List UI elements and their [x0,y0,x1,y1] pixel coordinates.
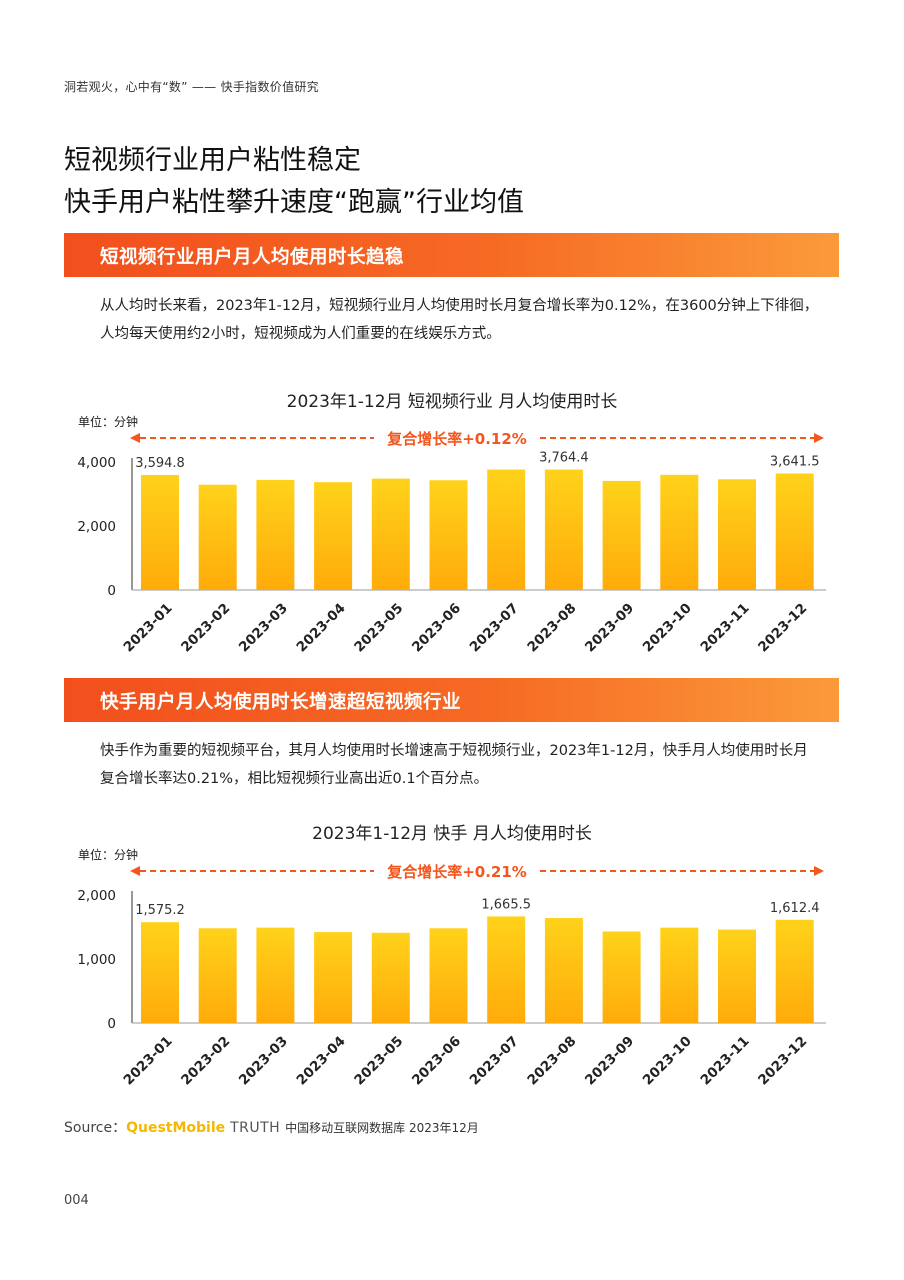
bar [429,928,468,1023]
section-heading-2: 快手用户月人均使用时长增速超短视频行业 [100,692,462,713]
x-tick-label: 2023-03 [236,1033,291,1088]
bar [718,929,756,1023]
bar [602,480,641,590]
bar-data-label: 3,641.5 [770,454,820,469]
x-tick-label: 2023-04 [294,600,349,655]
x-tick-label: 2023-05 [351,1033,406,1088]
x-tick-label: 2023-01 [120,600,175,655]
bar-data-label: 1,612.4 [770,901,820,916]
section-heading-bar-2: 快手用户月人均使用时长增速超短视频行业 [64,678,839,722]
x-tick-label: 2023-05 [351,600,406,655]
chart1-unit: 单位：分钟 [78,415,139,429]
y-tick-label: 0 [107,583,116,599]
x-tick-label: 2023-07 [467,1033,522,1088]
x-tick-label: 2023-12 [755,600,810,655]
bar-data-label: 3,594.8 [135,456,185,471]
y-tick-label: 2,000 [77,519,116,535]
x-tick-label: 2023-12 [755,1033,810,1088]
x-tick-label: 2023-06 [409,1033,464,1088]
bar [544,469,583,590]
y-tick-label: 2,000 [77,888,116,904]
bar [141,474,179,590]
bar [256,479,295,590]
bar-data-label: 3,764.4 [539,451,589,466]
x-tick-label: 2023-02 [178,1033,233,1088]
section-paragraph-1: 从人均时长来看，2023年1-12月，短视频行业月人均使用时长月复合增长率为0.… [100,298,819,342]
source-line: Source：QuestMobile TRUTH 中国移动互联网数据库 2023… [64,1117,479,1137]
page-title-line1: 短视频行业用户粘性稳定 [64,145,361,176]
bar [141,922,179,1023]
page-number: 004 [64,1193,89,1208]
section-heading-bar-1: 短视频行业用户月人均使用时长趋稳 [64,233,839,277]
section-heading-1: 短视频行业用户月人均使用时长趋稳 [100,247,405,268]
x-tick-label: 2023-07 [467,600,522,655]
chart1-title: 2023年1-12月 短视频行业 月人均使用时长 [286,392,618,412]
x-tick-label: 2023-09 [582,600,637,655]
arrow-left-head-icon [130,433,140,443]
bar [314,932,353,1023]
source-prefix: Source： [64,1120,127,1136]
x-tick-label: 2023-04 [294,1033,349,1088]
bar [487,916,526,1023]
bar [198,484,237,590]
bar [660,927,699,1023]
source-truth: TRUTH [225,1120,286,1136]
arrow-left-head-icon [130,866,140,876]
y-tick-label: 0 [107,1016,116,1032]
bar [256,927,295,1023]
bar [487,469,526,590]
growth-rate-annotation: 复合增长率+0.21% [386,863,527,881]
arrow-right-head-icon [814,433,824,443]
y-tick-label: 1,000 [77,952,116,968]
x-tick-label: 2023-10 [640,1033,695,1088]
bar-data-label: 1,665.5 [481,897,531,912]
chart2-title: 2023年1-12月 快手 月人均使用时长 [312,824,592,844]
bar [660,474,699,590]
section-paragraph-2: 快手作为重要的短视频平台，其月人均使用时长增速高于短视频行业，2023年1-12… [100,743,808,787]
x-tick-label: 2023-08 [524,1033,579,1088]
bar-data-label: 1,575.2 [135,903,185,918]
chart2-unit: 单位：分钟 [78,848,139,862]
bar [429,480,468,590]
page-title: 短视频行业用户粘性稳定 快手用户粘性攀升速度“跑赢”行业均值 [64,140,524,224]
source-brand-logo: QuestMobile [126,1120,226,1136]
bar [775,473,814,590]
x-tick-label: 2023-02 [178,600,233,655]
bar [775,919,814,1023]
bar [544,918,583,1023]
bar [371,478,410,590]
running-head: 洞若观火，心中有“数” —— 快手指数价值研究 [64,80,319,94]
bar [198,928,237,1023]
x-tick-label: 2023-08 [524,600,579,655]
page-title-line2: 快手用户粘性攀升速度“跑赢”行业均值 [64,187,524,218]
x-tick-label: 2023-06 [409,600,464,655]
x-tick-label: 2023-03 [236,600,291,655]
source-database: 中国移动互联网数据库 2023年12月 [285,1121,479,1135]
x-tick-label: 2023-09 [582,1033,637,1088]
y-tick-label: 4,000 [77,455,116,471]
x-tick-label: 2023-11 [697,1033,752,1088]
x-tick-label: 2023-10 [640,600,695,655]
bar [602,931,641,1023]
bar [371,932,410,1023]
bar [314,482,353,590]
arrow-right-head-icon [814,866,824,876]
x-tick-label: 2023-01 [120,1033,175,1088]
growth-rate-annotation: 复合增长率+0.12% [386,430,527,448]
x-tick-label: 2023-11 [697,600,752,655]
bar [718,479,756,590]
